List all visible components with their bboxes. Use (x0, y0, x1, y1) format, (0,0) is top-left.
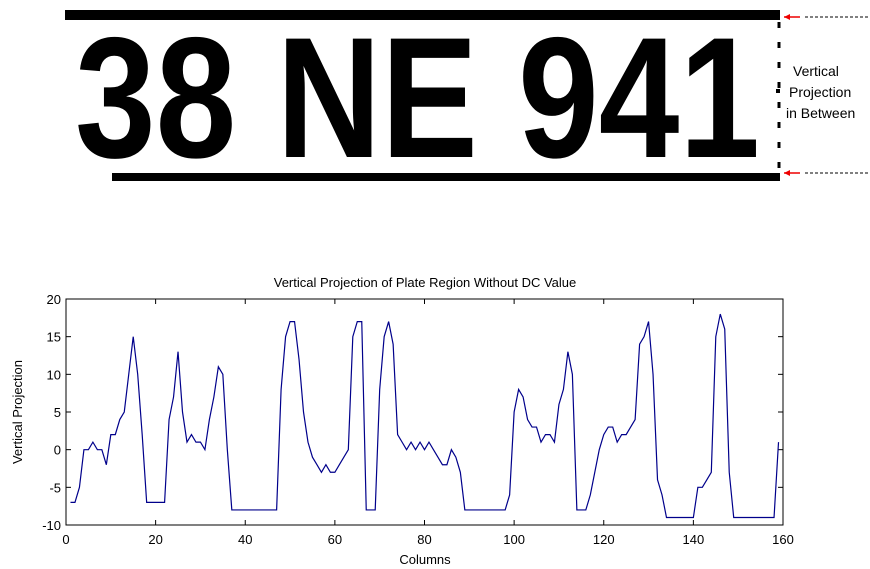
x-tick-label: 100 (503, 532, 525, 547)
x-tick-label: 140 (683, 532, 705, 547)
y-axis-label: Vertical Projection (10, 360, 25, 464)
x-tick-label: 160 (772, 532, 794, 547)
annotation: Projection (789, 84, 851, 100)
y-tick-label: 5 (54, 405, 61, 420)
x-tick-label: 80 (417, 532, 431, 547)
x-tick-label: 60 (328, 532, 342, 547)
y-tick-label: 20 (47, 292, 61, 307)
y-tick-label: 15 (47, 330, 61, 345)
x-tick-label: 40 (238, 532, 252, 547)
x-axis-label: Columns (399, 552, 451, 567)
annotation: in Between (786, 105, 855, 121)
plate-text: 38 NE 941 (75, 2, 760, 194)
x-tick-label: 0 (62, 532, 69, 547)
x-tick-label: 120 (593, 532, 615, 547)
y-tick-label: 0 (54, 443, 61, 458)
y-tick-label: -5 (49, 480, 61, 495)
annotation: Vertical (793, 63, 839, 79)
x-tick-label: 20 (148, 532, 162, 547)
bullet (776, 89, 780, 93)
page: 38 NE 941 Vertical Projection in Between… (0, 0, 870, 569)
y-tick-label: 10 (47, 367, 61, 382)
y-tick-label: -10 (42, 518, 61, 533)
figure: 38 NE 941 Vertical Projection in Between… (0, 0, 870, 569)
chart-title: Vertical Projection of Plate Region With… (274, 275, 577, 290)
